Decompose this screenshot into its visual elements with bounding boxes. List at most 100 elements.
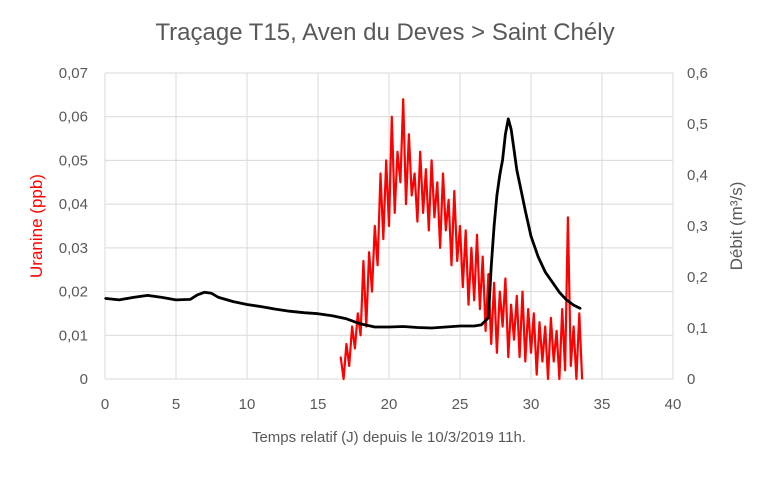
uranine-point [445,229,447,232]
uranine-point [436,181,439,184]
uranine-point [345,343,348,345]
uranine-point [442,172,444,175]
uranine-point [581,378,583,380]
uranine-point [456,260,459,262]
uranine-point [496,352,498,354]
debit-point [480,324,483,326]
debit-point [459,325,461,327]
debit-point [161,296,163,299]
y-axis-label-right: Débit (m³/s) [727,182,746,271]
debit-point [572,304,575,306]
debit-point [496,194,498,197]
uranine-point [527,308,529,310]
x-tick-label: 40 [665,396,682,413]
uranine-point [413,172,416,175]
uranine-point [499,290,501,293]
uranine-point [467,303,470,306]
uranine-point [425,168,427,170]
uranine-point [501,325,504,328]
uranine-point [567,216,569,219]
debit-point [544,271,546,273]
uranine-point [379,172,382,175]
debit-point [507,118,510,120]
uranine-point [493,282,495,284]
uranine-point [362,260,365,262]
uranine-point [479,308,481,310]
uranine-point [473,299,476,302]
uranine-point [518,356,521,358]
uranine-point [405,203,407,205]
uranine-point [504,277,507,280]
debit-point [345,318,348,320]
debit-point [303,311,305,314]
uranine-point [447,199,450,201]
uranine-point [533,312,535,315]
uranine-point [371,290,373,293]
debit-point [217,296,220,299]
uranine-point [433,216,436,219]
uranine-point [484,330,487,332]
debit-point [274,308,277,310]
y-right-tick-label: 0,3 [687,218,708,235]
debit-point [501,158,504,161]
uranine-point [470,247,473,249]
x-tick-label: 5 [172,396,180,413]
debit-point [260,305,263,308]
debit-point [510,128,512,130]
uranine-point [376,264,379,267]
debit-point [537,255,539,258]
uranine-point [402,98,405,100]
debit-point [558,291,561,294]
debit-point [565,299,568,301]
uranine-point [564,369,566,372]
debit-point [317,312,319,315]
uranine-point [459,225,461,227]
uranine-point [439,247,441,249]
uranine-point [462,286,464,289]
x-tick-label: 20 [381,396,398,413]
y-left-tick-label: 0,06 [59,109,88,126]
y-right-tick-label: 0,4 [687,167,708,184]
uranine-point [453,190,456,192]
uranine-point [555,330,558,332]
uranine-point [428,229,430,232]
uranine-point [342,378,345,380]
debit-point [196,294,199,296]
uranine-point [374,225,376,227]
debit-point [416,326,419,329]
uranine-point [391,115,393,118]
uranine-point [408,133,410,135]
debit-point [402,325,405,328]
debit-point [331,315,334,317]
y-right-tick-label: 0,5 [687,116,708,133]
uranine-point [552,360,555,363]
uranine-point [507,356,510,358]
uranine-point [487,273,490,275]
uranine-point [516,295,518,297]
debit-point [288,310,291,313]
uranine-point [393,212,396,214]
x-tick-label: 30 [523,396,540,413]
uranine-point [359,334,362,337]
uranine-point [558,378,561,380]
x-tick-label: 0 [101,396,109,413]
uranine-point [547,378,549,380]
x-axis-label: Temps relatif (J) depuis le 10/3/2019 11… [252,429,526,446]
debit-point [146,294,149,297]
y-left-tick-label: 0,02 [59,284,88,301]
uranine-point [464,229,467,232]
debit-point [530,235,532,237]
debit-point [189,298,191,301]
debit-point [516,169,518,171]
uranine-point [538,321,541,324]
uranine-point [530,352,532,354]
debit-point [493,225,495,227]
debit-point [551,281,554,283]
y-left-tick-label: 0 [80,371,88,388]
debit-point [359,323,362,325]
uranine-point [348,365,351,367]
uranine-point [570,365,572,367]
uranine-point [572,325,575,328]
